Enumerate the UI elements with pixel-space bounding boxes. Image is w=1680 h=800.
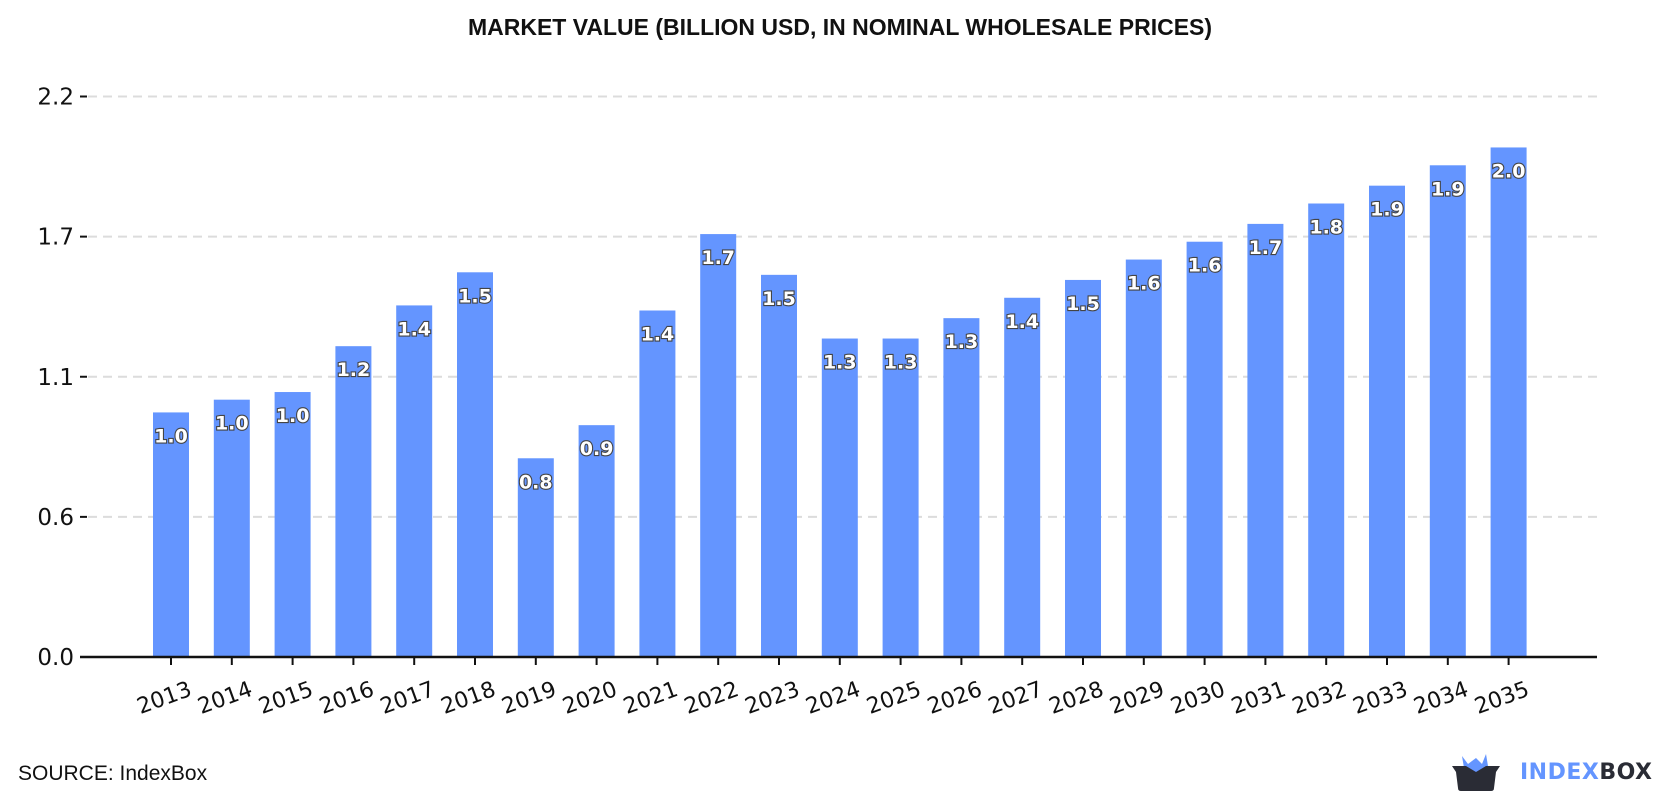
data-label: 0.9 (580, 438, 614, 460)
bar (213, 399, 250, 657)
bar (153, 412, 189, 657)
data-label: 1.0 (154, 425, 188, 447)
source-note: SOURCE: IndexBox (18, 762, 208, 785)
data-label: 1.4 (641, 324, 675, 346)
indexbox-logo: INDEXBOX (1450, 752, 1653, 792)
bar (1125, 259, 1162, 657)
y-tick-label: 1.1 (37, 365, 74, 391)
bar (335, 346, 372, 657)
bar (1186, 241, 1223, 657)
x-tick-label: 2033 (1350, 677, 1411, 720)
x-tick-label: 2026 (924, 677, 985, 720)
data-label: 1.3 (884, 352, 918, 374)
bar (943, 318, 980, 657)
x-tick-label: 2019 (499, 677, 560, 720)
logo-text-index: INDEX (1520, 759, 1600, 785)
bar (821, 338, 858, 657)
x-tick-label: 2014 (195, 677, 256, 720)
x-tick-label: 2028 (1046, 677, 1107, 720)
bar (700, 234, 737, 657)
data-label: 1.0 (215, 413, 249, 435)
data-label: 1.9 (1370, 199, 1404, 221)
x-tick-label: 2018 (438, 677, 499, 720)
chart-title: MARKET VALUE (BILLION USD, IN NOMINAL WH… (467, 14, 1213, 40)
bar (1429, 165, 1466, 657)
data-label: 1.5 (1066, 293, 1100, 315)
y-tick-label: 0.6 (37, 505, 74, 531)
x-tick-label: 2023 (742, 677, 803, 720)
x-tick-label: 2032 (1289, 677, 1350, 720)
bar (882, 338, 919, 657)
data-label: 1.3 (823, 352, 857, 374)
bar (1065, 279, 1101, 657)
bar (396, 305, 433, 657)
bar (1490, 147, 1527, 658)
data-label: 1.8 (1309, 217, 1343, 239)
x-tick-label: 2030 (1167, 677, 1228, 720)
x-tick-label: 2024 (803, 677, 864, 720)
bar (517, 458, 554, 657)
logo-text-box: BOX (1599, 759, 1653, 785)
x-tick-label: 2017 (377, 677, 438, 720)
x-tick-label: 2016 (316, 677, 377, 720)
bar (457, 272, 493, 657)
data-label: 1.6 (1188, 255, 1222, 277)
y-tick-label: 2.2 (37, 85, 74, 111)
x-tick-label: 2029 (1107, 677, 1168, 720)
data-label: 0.8 (519, 471, 553, 493)
data-label: 1.9 (1431, 178, 1465, 200)
x-tick-label: 2035 (1471, 677, 1532, 720)
bar (274, 392, 311, 657)
data-label: 1.2 (337, 359, 371, 381)
x-tick-label: 2034 (1411, 677, 1472, 720)
data-label: 1.0 (276, 405, 310, 427)
bar (1004, 297, 1041, 657)
bar (639, 310, 676, 657)
x-tick-label: 2013 (134, 677, 195, 720)
bar (761, 274, 797, 657)
data-label: 1.4 (397, 318, 431, 340)
y-tick-label: 1.7 (37, 225, 74, 251)
x-tick-label: 2027 (985, 677, 1046, 720)
data-label: 1.3 (945, 331, 979, 353)
x-tick-label: 2025 (863, 677, 924, 720)
x-tick-label: 2021 (620, 677, 681, 720)
bar (1369, 185, 1405, 657)
data-label: 1.4 (1005, 311, 1039, 333)
data-label: 2.0 (1492, 160, 1526, 182)
box-logo-icon (1452, 754, 1500, 791)
data-label: 1.5 (762, 288, 796, 310)
bar (1308, 203, 1345, 657)
data-label: 1.7 (701, 247, 735, 269)
bar (1247, 223, 1284, 658)
x-tick-label: 2020 (559, 677, 620, 720)
x-tick-label: 2022 (681, 677, 742, 720)
bar (578, 425, 615, 657)
x-tick-label: 2015 (255, 677, 316, 720)
y-tick-label: 0.0 (37, 645, 74, 671)
bar-chart: 0.0 0.6 1.1 1.7 2.2 1.0 2013 1.0 2014 1.0 2015 1.2 2… (37, 85, 1597, 720)
data-label: 1.7 (1249, 237, 1283, 259)
data-label: 1.5 (458, 285, 492, 307)
data-label: 1.6 (1127, 273, 1161, 295)
x-tick-label: 2031 (1228, 677, 1289, 720)
